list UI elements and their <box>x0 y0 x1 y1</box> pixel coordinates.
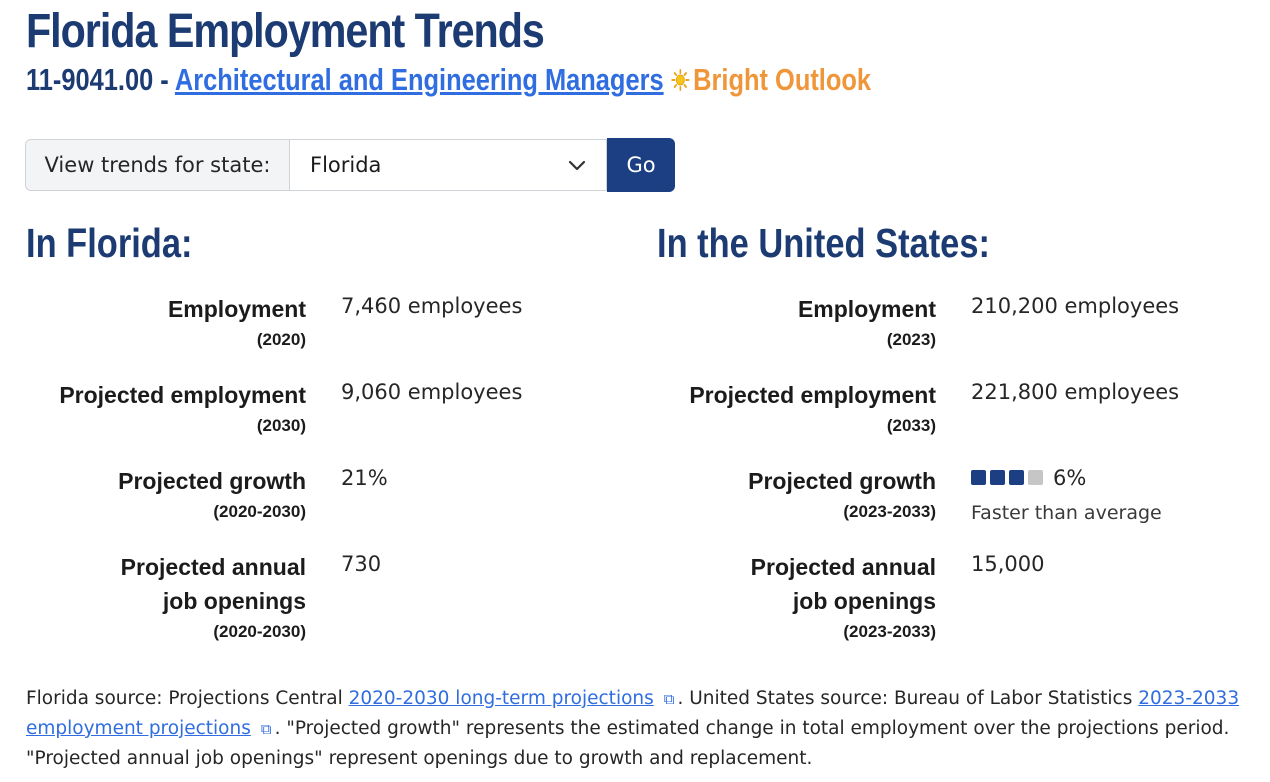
external-link-icon: ⧉ <box>260 720 272 738</box>
fl-projections-link[interactable]: 2020-2030 long-term projections <box>348 688 654 709</box>
fl-projected-growth-value: 21% <box>341 466 388 490</box>
us-projected-employment-value: 221,800 employees <box>971 380 1180 404</box>
us-projected-employment-year: (2033) <box>886 416 936 435</box>
fl-projected-employment-value: 9,060 employees <box>341 380 523 404</box>
growth-rating-bars <box>971 469 1043 485</box>
sun-icon <box>670 64 690 100</box>
fl-employment-year: (2020) <box>256 330 306 349</box>
go-button[interactable]: Go <box>607 138 675 192</box>
us-employment-value: 210,200 employees <box>971 294 1180 318</box>
us-projected-growth-period: (2023-2033) <box>843 502 936 521</box>
fl-employment-value: 7,460 employees <box>341 294 523 318</box>
us-openings-value: 15,000 <box>971 552 1045 576</box>
us-projected-growth-label-text: Projected growth <box>748 468 936 494</box>
page-title: Florida Employment Trends <box>26 5 545 58</box>
growth-bar-empty <box>1028 469 1043 485</box>
fl-openings-value: 730 <box>341 552 382 576</box>
source-note: Florida source: Projections Central 2020… <box>26 684 1258 774</box>
occupation-code: 11-9041.00 <box>26 62 154 97</box>
us-projected-growth-percent: 6% <box>1053 466 1087 490</box>
occupation-link[interactable]: Architectural and Engineering Managers <box>174 62 664 97</box>
us-heading: In the United States: <box>657 220 990 266</box>
occupation-subtitle: 11-9041.00 - Architectural and Engineeri… <box>26 62 871 100</box>
source-us-prefix: . United States source: Bureau of Labor … <box>677 688 1139 709</box>
growth-bar-filled <box>971 469 986 485</box>
fl-openings-label-line2: job openings <box>162 588 306 614</box>
us-projected-growth-value: 6% Faster than average <box>971 463 1162 533</box>
us-employment-year: (2023) <box>886 330 936 349</box>
us-employment-label-text: Employment <box>797 296 936 322</box>
fl-employment-label-text: Employment <box>167 296 306 322</box>
external-link-icon: ⧉ <box>663 690 675 708</box>
us-openings-period: (2023-2033) <box>843 622 936 641</box>
growth-bar-filled <box>990 469 1005 485</box>
source-fl-prefix: Florida source: Projections Central <box>26 688 349 709</box>
fl-projected-growth-period: (2020-2030) <box>213 502 306 521</box>
fl-projected-employment-year: (2030) <box>256 416 306 435</box>
state-select-value: Florida <box>310 153 382 177</box>
us-growth-description: Faster than average <box>971 502 1162 524</box>
us-openings-label-line1: Projected annual <box>750 554 936 580</box>
fl-openings-label-line1: Projected annual <box>120 554 306 580</box>
bright-outlook-label[interactable]: Bright Outlook <box>693 62 872 97</box>
fl-projected-employment-label-text: Projected employment <box>59 382 306 408</box>
state-selector-label: View trends for state: <box>25 139 289 191</box>
fl-projected-growth-label-text: Projected growth <box>118 468 306 494</box>
state-selector-form: View trends for state: Florida Go <box>25 138 675 193</box>
fl-openings-period: (2020-2030) <box>213 622 306 641</box>
florida-heading: In Florida: <box>26 220 193 266</box>
us-projected-employment-label-text: Projected employment <box>689 382 936 408</box>
us-openings-label-line2: job openings <box>792 588 936 614</box>
source-suffix: . "Projected growth" represents the esti… <box>26 718 1230 769</box>
growth-bar-filled <box>1009 469 1024 485</box>
subtitle-separator: - <box>153 62 175 97</box>
chevron-down-icon <box>568 153 586 177</box>
state-select[interactable]: Florida <box>289 139 607 191</box>
us-projections-link[interactable]: 2023-2033 employment projections <box>26 688 1240 739</box>
